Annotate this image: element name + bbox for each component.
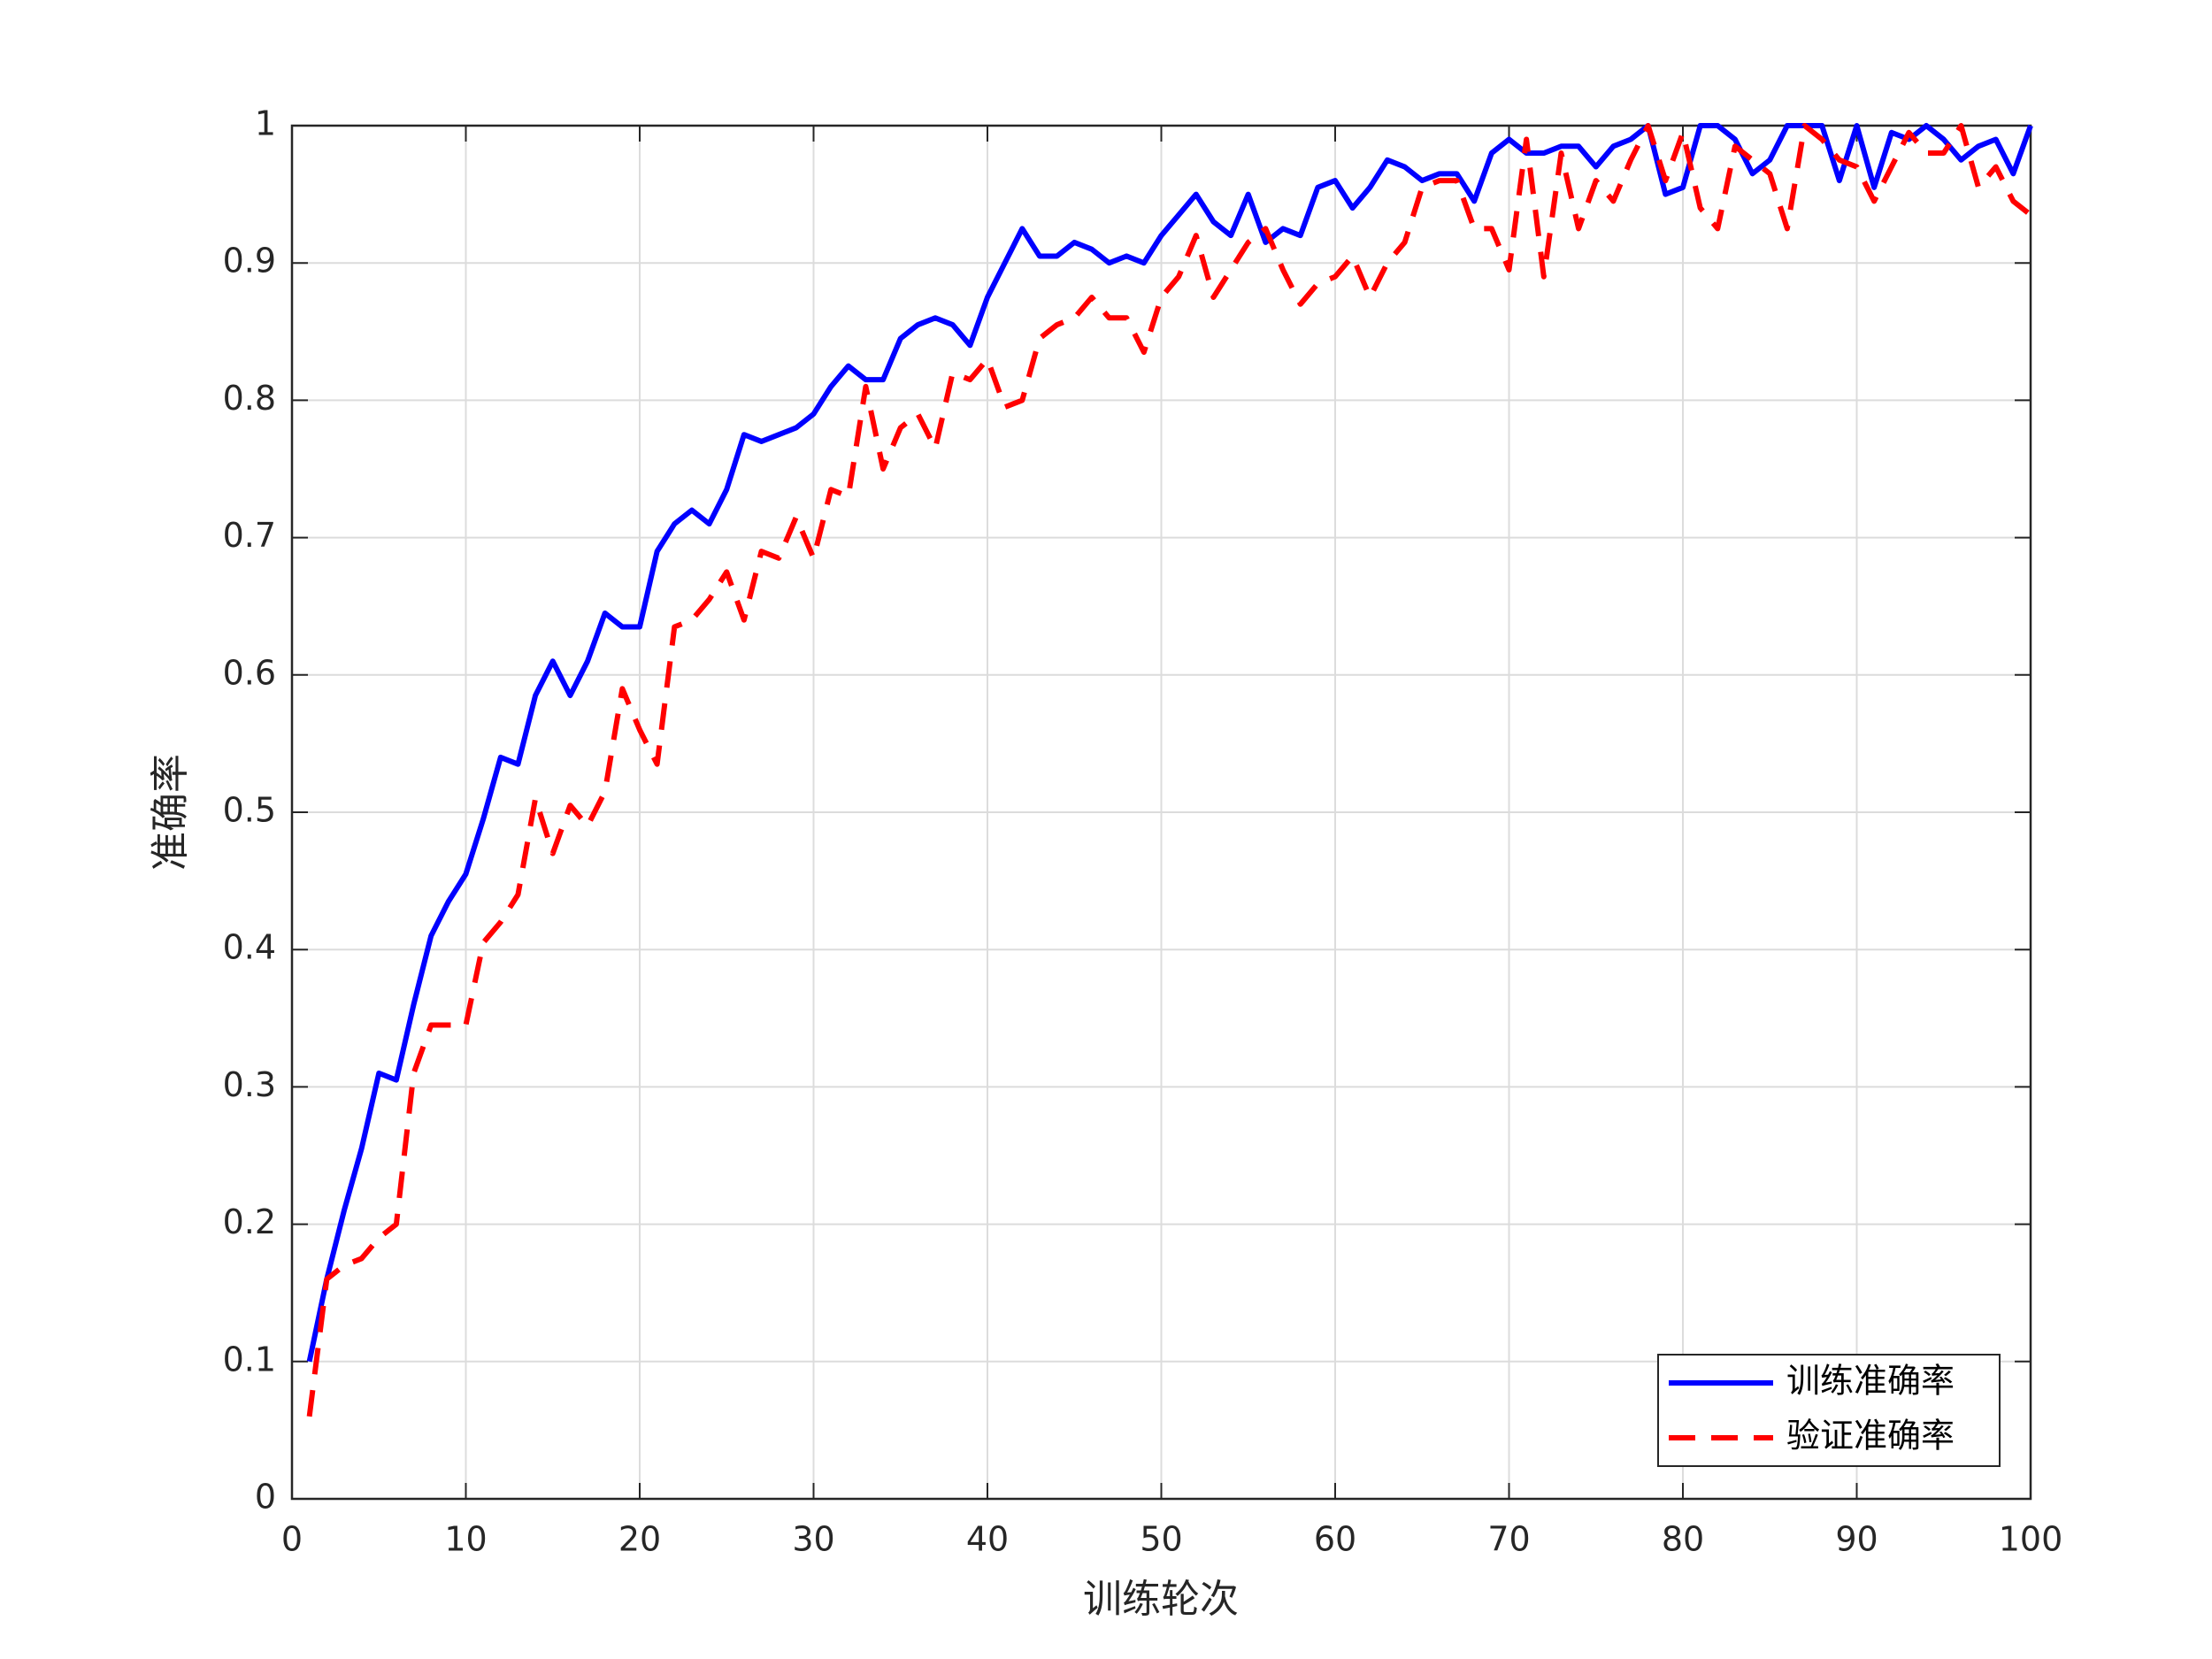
legend-box bbox=[1657, 1354, 2001, 1467]
legend-label: 训练准确率 bbox=[1786, 1362, 1955, 1401]
x-tick-label: 10 bbox=[444, 1520, 487, 1559]
y-tick-label: 0.1 bbox=[223, 1340, 276, 1379]
x-tick-label: 100 bbox=[1999, 1520, 2063, 1559]
plot-frame bbox=[290, 124, 2032, 1501]
x-tick-label: 90 bbox=[1835, 1520, 1878, 1559]
y-axis-label: 准确率 bbox=[148, 754, 193, 871]
x-tick-label: 50 bbox=[1140, 1520, 1182, 1559]
y-tick-label: 0.7 bbox=[223, 516, 276, 555]
y-tick-label: 0.2 bbox=[223, 1202, 276, 1241]
x-tick-label: 60 bbox=[1314, 1520, 1356, 1559]
legend-label: 验证准确率 bbox=[1786, 1417, 1955, 1455]
x-tick-label: 80 bbox=[1662, 1520, 1704, 1559]
series-line bbox=[306, 123, 2032, 1417]
x-tick-label: 30 bbox=[792, 1520, 834, 1559]
y-tick-label: 0.9 bbox=[223, 242, 276, 280]
x-tick-label: 70 bbox=[1487, 1520, 1530, 1559]
y-tick-label: 0.6 bbox=[223, 653, 276, 692]
x-tick-label: 20 bbox=[618, 1520, 661, 1559]
y-tick-label: 0.5 bbox=[223, 791, 276, 830]
x-tick-label: 0 bbox=[281, 1520, 303, 1559]
x-axis-label: 训练轮次 bbox=[1083, 1577, 1239, 1622]
y-tick-label: 0.3 bbox=[223, 1065, 276, 1104]
y-tick-label: 1 bbox=[255, 104, 276, 143]
y-tick-label: 0 bbox=[255, 1478, 276, 1517]
x-tick-label: 40 bbox=[966, 1520, 1009, 1559]
y-tick-label: 0.4 bbox=[223, 928, 276, 967]
y-tick-label: 0.8 bbox=[223, 379, 276, 418]
series-line bbox=[306, 123, 2033, 1363]
